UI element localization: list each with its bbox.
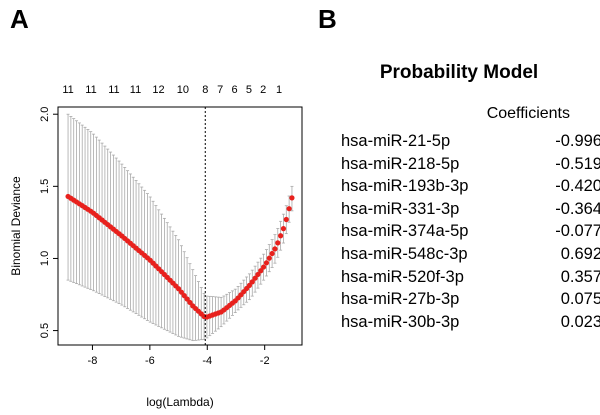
coefficient-value: -0.996 [555,132,600,150]
coefficient-value: -0.077 [555,222,600,241]
mirna-name: hsa-miR-374a-5p [341,222,469,241]
top-axis-label: 10 [177,84,189,96]
deviance-point [280,226,287,232]
x-tick-label: -4 [202,355,212,367]
top-axis-label: 11 [108,84,119,96]
top-axis-label: 11 [62,84,73,96]
deviance-point [255,271,261,278]
deviance-point [249,279,255,285]
deviance-point [289,195,295,201]
top-axis-label: 2 [260,84,266,96]
coefficient-row: hsa-miR-374a-5p -0.077 [341,220,600,243]
top-axis-label: 11 [130,84,141,96]
deviance-point [181,293,187,299]
deviance-point [283,216,289,223]
top-axis-label: 11 [85,84,96,96]
coefficient-value: -0.420 [555,177,600,196]
y-tick-label: 0.5 [39,323,51,338]
coefficients-table: hsa-miR-21-5p -0.996 hsa-miR-218-5p -0.519 h… [341,130,600,333]
top-axis-label: 1 [276,84,282,96]
top-axis-label: 6 [231,84,237,96]
cv-deviance-chart: -8 -6 -4 -2 0.5 1.0 1.5 2.0 11 11 11 11 12 10 8 7 6 5 2 1 l… [9,84,303,409]
y-axis-label: Binomial Deviance [9,176,23,276]
deviance-point [261,264,267,270]
mirna-name: hsa-miR-218-5p [341,154,460,173]
plot-frame [57,106,303,346]
x-tick-label: -8 [88,355,98,367]
coefficient-value: 0.357 [560,267,600,286]
coefficient-value: -0.364 [555,199,600,218]
coefficient-row: hsa-miR-21-5p -0.996 [341,130,600,153]
coefficient-row: hsa-miR-218-5p -0.519 [341,153,600,176]
mirna-name: hsa-miR-27b-3p [341,290,460,309]
top-axis-label: 5 [246,84,252,96]
y-tick-label: 2.0 [39,107,51,122]
mirna-name: hsa-miR-30b-3p [341,312,460,331]
mirna-name: hsa-miR-548c-3p [341,244,468,263]
coefficient-row: hsa-miR-520f-3p 0.357 [341,266,600,289]
x-axis-label: log(Lambda) [146,395,213,409]
y-tick-label: 1.5 [39,179,51,194]
mirna-name: hsa-miR-21-5p [341,132,451,150]
deviance-point [184,296,190,302]
top-axis-label: 12 [152,84,164,96]
deviance-point [286,206,292,212]
deviance-point [275,240,281,246]
x-tick-label: -2 [260,355,270,367]
panel-label-a: A [10,4,29,34]
top-axis-label: 7 [217,84,223,96]
deviance-point [269,250,275,257]
deviance-point [175,286,182,292]
deviance-point [266,255,272,261]
coefficient-value: -0.519 [555,154,600,173]
deviance-point [252,275,258,281]
y-tick-label: 1.0 [39,251,51,266]
coefficient-row: hsa-miR-548c-3p 0.692 [341,243,600,266]
model-title: Probability Model [379,62,539,83]
x-tick-label: -6 [145,355,155,367]
top-axis-label: 8 [202,84,208,96]
coefficient-row: hsa-miR-331-3p -0.364 [341,198,600,221]
deviance-point [246,282,253,289]
deviance-point [272,246,278,252]
mirna-name: hsa-miR-331-3p [341,199,460,218]
mirna-name: hsa-miR-520f-3p [341,267,464,286]
deviance-point [187,299,193,306]
panel-label-b: B [318,4,337,34]
deviance-point [278,233,284,239]
deviance-point [258,268,264,274]
coefficient-row: hsa-miR-193b-3p -0.420 [341,175,600,198]
coefficient-value: 0.023 [560,312,600,331]
coefficient-value: 0.075 [560,290,600,309]
deviance-point [263,260,270,266]
coefficient-row: hsa-miR-30b-3p 0.023 [341,311,600,334]
mirna-name: hsa-miR-193b-3p [341,177,469,196]
deviance-point [178,289,185,295]
coefficients-header: Coefficients [486,105,570,122]
coefficient-row: hsa-miR-27b-3p 0.075 [341,288,600,311]
coefficient-value: 0.692 [560,244,600,263]
